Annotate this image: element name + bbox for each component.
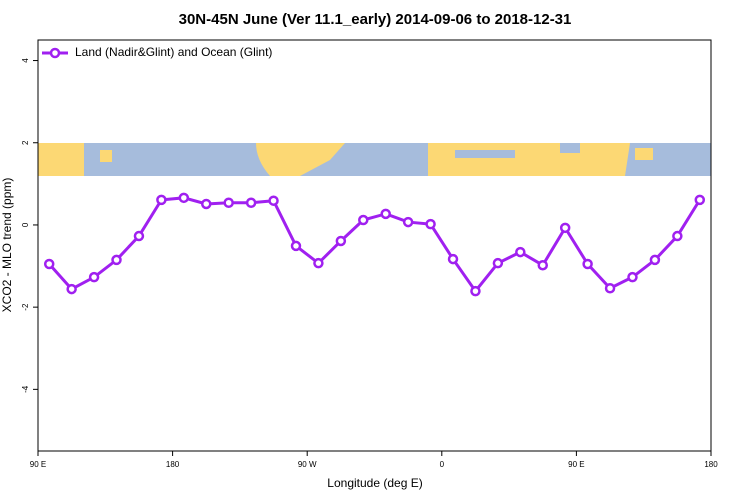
data-point	[672, 230, 683, 242]
data-point	[492, 257, 504, 269]
data-point	[425, 218, 436, 230]
x-tick-label: 90 E	[30, 460, 46, 469]
data-point	[133, 230, 145, 242]
data-point	[515, 246, 526, 258]
y-tick-label: -2	[21, 303, 30, 311]
y-tick-label: 0	[21, 222, 30, 227]
data-point	[290, 240, 302, 252]
data-point	[245, 197, 257, 209]
x-tick-label: 0	[440, 460, 445, 469]
x-tick-label: 180	[704, 460, 718, 469]
data-point	[66, 283, 77, 295]
y-axis-label: XCO2 - MLO trend (ppm)	[0, 178, 14, 313]
data-point	[178, 192, 190, 204]
data-point	[335, 235, 347, 247]
y-tick-label: 4	[21, 58, 30, 63]
series-line	[48, 196, 702, 294]
data-point	[694, 194, 706, 206]
legend-label: Land (Nadir&Glint) and Ocean (Glint)	[75, 45, 272, 59]
data-point	[380, 208, 391, 220]
x-tick-label: 90 W	[298, 460, 317, 469]
data-point	[223, 197, 234, 209]
x-axis-label: Longitude (deg E)	[327, 476, 422, 490]
data-point	[313, 257, 324, 269]
data-point	[447, 253, 459, 265]
data-point	[111, 254, 122, 266]
chart-title: 30N-45N June (Ver 11.1_early) 2014-09-06…	[179, 11, 572, 28]
y-tick-label: -4	[21, 385, 30, 393]
data-point	[402, 216, 414, 228]
data-point	[649, 254, 661, 266]
legend-marker	[49, 47, 61, 59]
data-point	[88, 271, 100, 283]
data-point	[559, 222, 571, 234]
data-point	[537, 259, 548, 271]
data-point	[627, 271, 638, 283]
data-point	[470, 285, 481, 297]
data-point	[201, 198, 212, 210]
data-point	[358, 214, 369, 226]
data-point	[604, 282, 616, 294]
plot-frame	[37, 39, 712, 452]
x-tick-label: 90 E	[568, 460, 584, 469]
map-strip	[38, 143, 711, 176]
y-tick-label: 2	[21, 140, 30, 145]
data-point	[156, 194, 167, 206]
data-point	[268, 195, 279, 206]
x-tick-label: 180	[166, 460, 180, 469]
data-point	[43, 258, 55, 270]
data-point	[582, 258, 593, 270]
